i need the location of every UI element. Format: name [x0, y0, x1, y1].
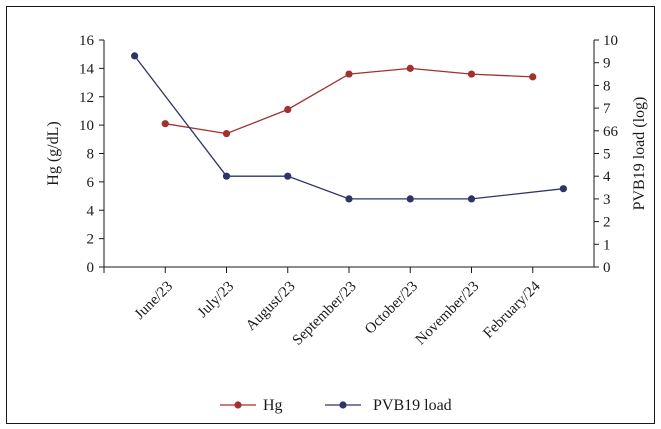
y-right-tick-label: 10: [603, 33, 618, 49]
x-tick-label-february-24: February/24: [480, 278, 544, 342]
y-left-tick-label: 16: [79, 33, 95, 49]
data-point-hg: [222, 130, 231, 138]
data-point-pvb19-load: [559, 185, 567, 193]
y-right-tick-label: 1: [603, 237, 611, 253]
x-tick-label-july-23: July/23: [195, 279, 238, 322]
data-point-pvb19-load: [131, 52, 139, 60]
y-left-tick-label: 0: [87, 260, 95, 276]
legend-swatch-marker: [234, 401, 242, 409]
y-right-tick-label: 7: [603, 101, 611, 117]
y-right-tick-label: 4: [603, 169, 611, 185]
data-point-pvb19-load: [406, 195, 414, 203]
data-point-pvb19-load: [284, 172, 292, 180]
y-right-tick-label: 8: [603, 78, 611, 94]
data-point-hg: [161, 120, 169, 128]
legend-swatch-marker: [339, 401, 347, 409]
x-tick-label-november-23: November/23: [413, 279, 483, 349]
y-left-tick-label: 14: [79, 61, 95, 77]
y-right-tick-label: 3: [603, 192, 611, 208]
x-tick-label-october-23: October/23: [362, 279, 421, 338]
y-right-tick-label: 2: [603, 215, 611, 231]
y-right-tick-label: 0: [603, 260, 611, 276]
data-point-pvb19-load: [222, 172, 231, 180]
data-point-pvb19-load: [345, 195, 353, 203]
y-left-tick-label: 8: [87, 147, 95, 163]
y-left-tick-label: 6: [87, 175, 95, 191]
x-tick-label-september-23: September/23: [290, 279, 360, 349]
data-point-hg: [467, 70, 476, 78]
data-point-hg: [284, 105, 292, 114]
y-right-tick-label: 66: [603, 124, 619, 140]
y-left-tick-label: 2: [87, 232, 95, 248]
y-left-tick-label: 10: [79, 118, 94, 134]
chart-frame: 0 2 4 6 8 10 12 14 16 Hg (g/dL) 0 1 2 3 4 5 66 7 8 9 10 PVB19…: [6, 6, 655, 424]
data-point-hg: [529, 73, 537, 81]
x-tick-label-august-23: August/23: [243, 279, 299, 335]
legend-item-hg: Hg: [220, 397, 283, 414]
y-left-tick-label: 12: [79, 90, 94, 106]
y-axis-right-title: PVB19 load (log): [631, 97, 648, 211]
data-point-hg: [406, 64, 414, 72]
data-point-hg: [345, 70, 353, 78]
y-right-tick-label: 5: [603, 147, 611, 163]
legend-item-pvb19-load: PVB19 load: [325, 397, 452, 414]
legend-label: Hg: [263, 397, 283, 414]
x-tick-label-june-23: June/23: [132, 279, 176, 323]
y-left-tick-label: 4: [87, 203, 95, 219]
y-axis-left-title: Hg (g/dL): [45, 121, 62, 185]
data-point-pvb19-load: [467, 195, 476, 203]
series-line-hg: [165, 67, 533, 135]
legend-label: PVB19 load: [373, 397, 452, 414]
y-right-tick-label: 9: [603, 56, 611, 72]
